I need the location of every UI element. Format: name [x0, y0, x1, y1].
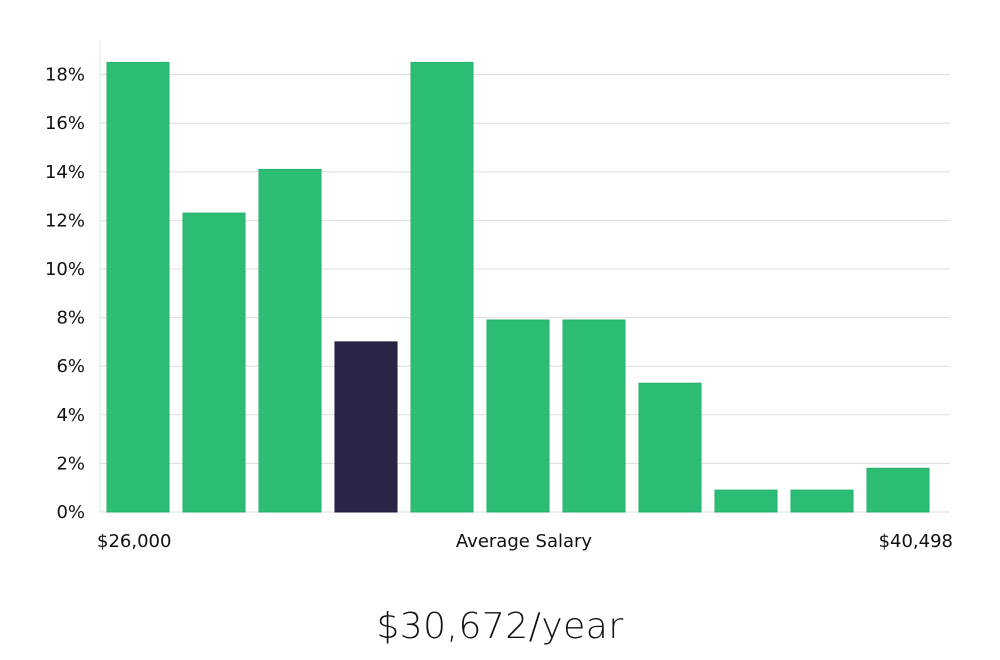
y-tick-label: 2%: [56, 453, 85, 474]
y-axis-ticks: 0% 2% 4% 6% 8% 10% 12% 14% 16% 18%: [45, 65, 85, 523]
salary-distribution-chart: 0% 2% 4% 6% 8% 10% 12% 14% 16% 18% $26,000 Averag…: [45, 40, 953, 552]
y-tick-label: 4%: [56, 405, 85, 426]
bar: [182, 212, 246, 513]
bar: [410, 61, 474, 513]
bar: [562, 319, 626, 513]
y-tick-label: 12%: [45, 210, 85, 231]
bar: [714, 489, 778, 513]
bar: [106, 61, 170, 513]
x-label-min: $26,000: [97, 531, 171, 552]
bar: [486, 319, 550, 513]
y-tick-label: 6%: [56, 356, 85, 377]
bar-highlight-average: [334, 341, 398, 513]
bar: [638, 382, 702, 513]
y-tick-label: 10%: [45, 259, 85, 280]
x-label-average: Average Salary: [456, 531, 593, 552]
y-tick-label: 18%: [45, 65, 85, 86]
bar: [866, 467, 930, 513]
bars: [106, 61, 930, 513]
bar: [258, 168, 322, 513]
bar: [790, 489, 854, 513]
y-tick-label: 14%: [45, 162, 85, 183]
average-salary-headline: $30,672/year: [376, 606, 624, 647]
y-tick-label: 0%: [56, 502, 85, 523]
y-tick-label: 16%: [45, 113, 85, 134]
y-tick-label: 8%: [56, 308, 85, 329]
x-label-max: $40,498: [879, 531, 953, 552]
